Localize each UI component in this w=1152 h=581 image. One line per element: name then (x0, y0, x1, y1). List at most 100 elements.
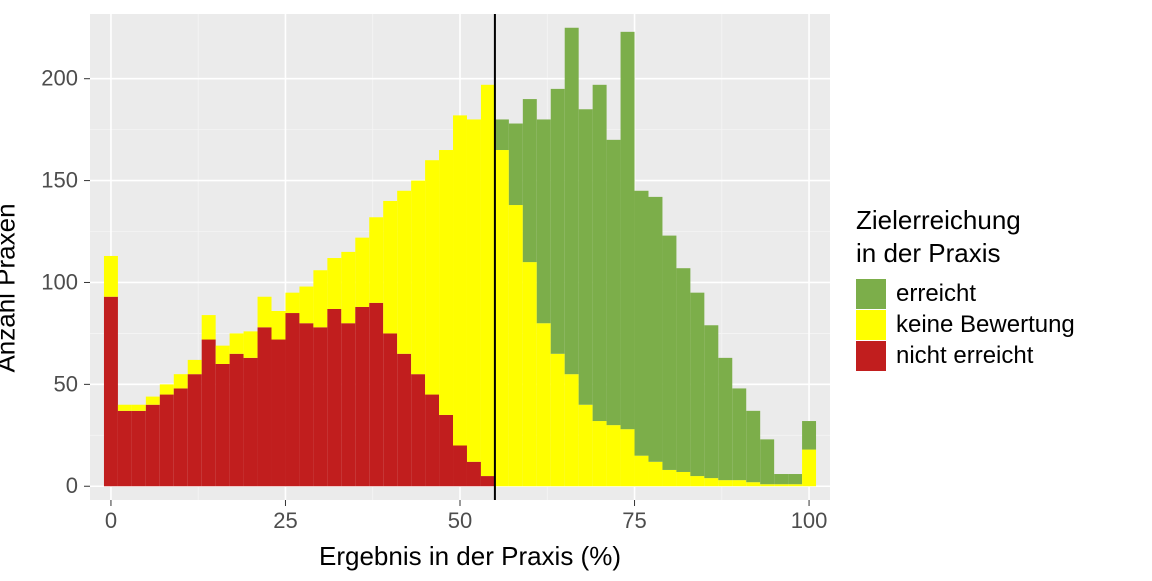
x-tick-label: 75 (622, 508, 646, 533)
bar-segment (285, 293, 299, 313)
bar-segment (383, 333, 397, 486)
bar-segment (188, 360, 202, 374)
bar-segment (551, 354, 565, 486)
bar-segment (202, 340, 216, 487)
bar-segment (648, 197, 662, 462)
bar-segment (704, 325, 718, 478)
bar-segment (132, 405, 146, 411)
bar-segment (313, 327, 327, 486)
bar-segment (690, 293, 704, 476)
x-axis-label: Ergebnis in der Praxis (%) (319, 541, 621, 572)
bar-segment (788, 474, 802, 484)
bar-segment (230, 354, 244, 486)
bar-segment (258, 327, 272, 486)
bar-segment (495, 119, 509, 150)
bar-segment (774, 484, 788, 486)
bar-segment (760, 484, 774, 486)
bar-segment (230, 333, 244, 353)
y-tick-label: 100 (41, 269, 78, 294)
bar-segment (718, 358, 732, 480)
legend-key (856, 310, 886, 340)
bar-segment (341, 252, 355, 323)
bar-segment (509, 124, 523, 206)
bar-segment (118, 405, 132, 411)
figure: Anzahl Praxen Ergebnis in der Praxis (%)… (0, 0, 1152, 576)
bar-segment (662, 470, 676, 486)
legend-item: erreicht (856, 279, 1075, 309)
bar-segment (272, 311, 286, 340)
legend-title-line1: Zielerreichung (856, 205, 1021, 235)
bar-segment (132, 411, 146, 486)
bar-segment (118, 411, 132, 486)
bar-segment (174, 388, 188, 486)
bar-segment (523, 99, 537, 262)
bar-segment (216, 364, 230, 486)
y-tick-label: 0 (66, 473, 78, 498)
bar-segment (662, 236, 676, 470)
bar-segment (104, 256, 118, 297)
bar-segment (146, 397, 160, 405)
chart-area: Anzahl Praxen Ergebnis in der Praxis (%)… (0, 0, 850, 576)
bar-segment (481, 85, 495, 476)
bar-segment (467, 119, 481, 461)
bar-segment (453, 115, 467, 445)
bar-segment (537, 323, 551, 486)
bar-segment (258, 297, 272, 328)
bar-segment (704, 478, 718, 486)
bar-segment (593, 421, 607, 486)
bar-segment (411, 181, 425, 375)
bar-segment (607, 140, 621, 425)
legend-key (856, 341, 886, 371)
bar-segment (746, 482, 760, 486)
bar-segment (244, 331, 258, 357)
x-tick-label: 100 (791, 508, 828, 533)
bar-segment (383, 201, 397, 333)
bar-segment (425, 395, 439, 487)
bar-segment (523, 262, 537, 486)
y-tick-label: 150 (41, 168, 78, 193)
bar-segment (788, 484, 802, 486)
bar-segment (299, 323, 313, 486)
bar-segment (411, 374, 425, 486)
bar-segment (648, 462, 662, 486)
legend-label: keine Bewertung (896, 311, 1075, 339)
bar-segment (593, 85, 607, 421)
bar-segment (369, 217, 383, 303)
bar-segment (537, 119, 551, 323)
bar-segment (341, 323, 355, 486)
bar-segment (635, 456, 649, 487)
bar-segment (579, 109, 593, 404)
x-tick-label: 50 (448, 508, 472, 533)
bar-segment (327, 258, 341, 309)
bar-segment (676, 268, 690, 472)
bar-segment (760, 439, 774, 484)
bar-segment (509, 205, 523, 486)
bar-segment (676, 472, 690, 486)
legend: Zielerreichung in der Praxis erreichtkei… (856, 204, 1075, 372)
bar-segment (607, 425, 621, 486)
bar-segment (746, 411, 760, 482)
bar-segment (551, 89, 565, 354)
bar-segment (802, 450, 816, 487)
bar-segment (146, 405, 160, 487)
legend-item: nicht erreicht (856, 341, 1075, 371)
bar-segment (244, 358, 258, 486)
bar-segment (718, 480, 732, 486)
bar-segment (565, 374, 579, 486)
bar-segment (397, 354, 411, 486)
bar-segment (732, 388, 746, 480)
bar-segment (355, 238, 369, 307)
bar-segment (299, 287, 313, 324)
bar-segment (565, 28, 579, 374)
bar-segment (690, 476, 704, 486)
y-tick-label: 50 (54, 371, 78, 396)
legend-item: keine Bewertung (856, 310, 1075, 340)
legend-title-line2: in der Praxis (856, 238, 1001, 268)
bar-segment (774, 474, 788, 484)
y-axis-label: Anzahl Praxen (0, 203, 22, 372)
legend-label: nicht erreicht (896, 342, 1033, 370)
bar-segment (481, 476, 495, 486)
bar-segment (216, 346, 230, 364)
bar-segment (160, 384, 174, 394)
bar-segment (621, 429, 635, 486)
